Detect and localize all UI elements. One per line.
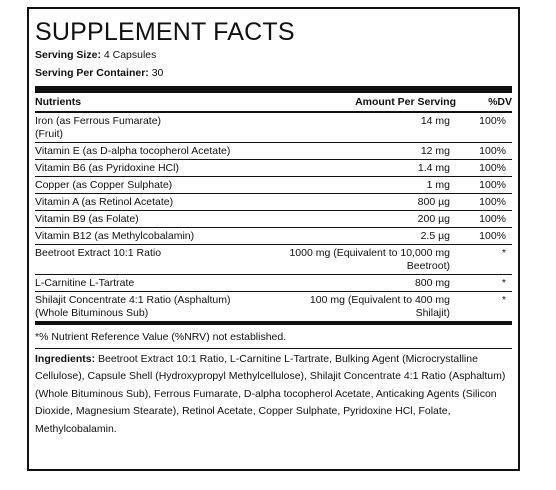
nutrient-name: Copper (as Copper Sulphate)	[35, 179, 173, 191]
table-row: Vitamin B6 (as Pyridoxine HCl) 1.4 mg 100%	[35, 160, 512, 177]
footnote: *% Nutrient Reference Value (%NRV) not e…	[35, 325, 512, 349]
nutrient-dv: 100%	[479, 179, 506, 191]
nutrient-amount: 2.5 µg	[420, 230, 450, 242]
nutrient-amount: 800 µg	[417, 196, 450, 208]
nutrient-name: Shilajit Concentrate 4:1 Ratio (Asphaltu…	[35, 294, 231, 319]
servings-per-container: Serving Per Container: 30	[35, 64, 512, 82]
table-row: Iron (as Ferrous Fumarate) (Fruit) 14 mg 1…	[35, 113, 512, 143]
servings-per-container-label: Serving Per Container:	[35, 67, 149, 79]
table-row: Copper (as Copper Sulphate) 1 mg 100%	[35, 177, 512, 194]
thick-rule	[35, 86, 512, 93]
header-nutrients: Nutrients	[35, 96, 82, 108]
nutrient-amount: 1.4 mg	[417, 162, 450, 174]
nutrient-amount: 200 µg	[417, 213, 450, 225]
table-row: Beetroot Extract 10:1 Ratio 1000 mg (Equi…	[35, 245, 512, 275]
serving-size: Serving Size: 4 Capsules	[35, 46, 512, 64]
nutrient-name: Vitamin B9 (as Folate)	[35, 213, 139, 225]
nutrient-dv: 100%	[479, 230, 506, 242]
table-row: L-Carnitine L-Tartrate 800 mg *	[35, 275, 512, 292]
nutrient-name: Vitamin A (as Retinol Acetate)	[35, 196, 174, 208]
nutrient-dv: 100%	[479, 115, 506, 127]
nutrient-name: Iron (as Ferrous Fumarate) (Fruit)	[35, 115, 162, 140]
table-row: Vitamin B12 (as Methylcobalamin) 2.5 µg 10…	[35, 228, 512, 245]
serving-size-value: 4 Capsules	[100, 49, 157, 61]
header-rule	[35, 111, 512, 113]
ingredients-text: Beetroot Extract 10:1 Ratio, L-Carnitine…	[35, 353, 506, 435]
header-amount: Amount Per Serving	[355, 96, 456, 108]
nutrient-dv: *	[501, 294, 506, 306]
nutrient-name: Vitamin B6 (as Pyridoxine HCl)	[35, 162, 179, 174]
nutrient-dv: 100%	[479, 162, 506, 174]
nutrient-amount: 14 mg	[420, 115, 450, 127]
nutrient-amount: 1000 mg (Equivalent to 10,000 mg Beetroo…	[289, 247, 450, 272]
nutrient-amount: 1 mg	[426, 179, 450, 191]
panel-title: SUPPLEMENT FACTS	[35, 18, 295, 46]
nutrient-amount: 12 mg	[420, 145, 450, 157]
ingredients-label: Ingredients:	[35, 353, 96, 365]
nutrient-name: L-Carnitine L-Tartrate	[35, 277, 135, 289]
table-row: Vitamin E (as D-alpha tocopherol Acetate…	[35, 143, 512, 160]
nutrient-dv: 100%	[479, 145, 506, 157]
nutrient-dv: 100%	[479, 213, 506, 225]
table-row: Vitamin A (as Retinol Acetate) 800 µg 100%	[35, 194, 512, 211]
nutrient-amount: 800 mg	[414, 277, 450, 289]
nutrient-dv: *	[501, 277, 506, 289]
serving-size-label: Serving Size:	[35, 49, 101, 61]
table-end-rule	[35, 321, 512, 325]
nutrient-dv: *	[501, 247, 506, 259]
nutrient-dv: 100%	[479, 196, 506, 208]
nutrient-amount: 100 mg (Equivalent to 400 mg Shilajit)	[309, 294, 450, 319]
nutrient-name: Vitamin E (as D-alpha tocopherol Acetate…	[35, 145, 231, 157]
table-row: Vitamin B9 (as Folate) 200 µg 100%	[35, 211, 512, 228]
table-row: Shilajit Concentrate 4:1 Ratio (Asphaltu…	[35, 292, 512, 321]
header-dv: %DV	[488, 96, 512, 108]
supplement-facts-panel: SUPPLEMENT FACTS Serving Size: 4 Capsule…	[27, 7, 520, 471]
nutrient-name: Vitamin B12 (as Methylcobalamin)	[35, 230, 195, 242]
nutrient-name: Beetroot Extract 10:1 Ratio	[35, 247, 162, 259]
servings-per-container-value: 30	[148, 67, 164, 79]
nutrient-table: Iron (as Ferrous Fumarate) (Fruit) 14 mg 1…	[35, 113, 512, 321]
ingredients: Ingredients: Beetroot Extract 10:1 Ratio…	[35, 349, 512, 438]
table-header: Nutrients Amount Per Serving %DV	[35, 93, 512, 111]
